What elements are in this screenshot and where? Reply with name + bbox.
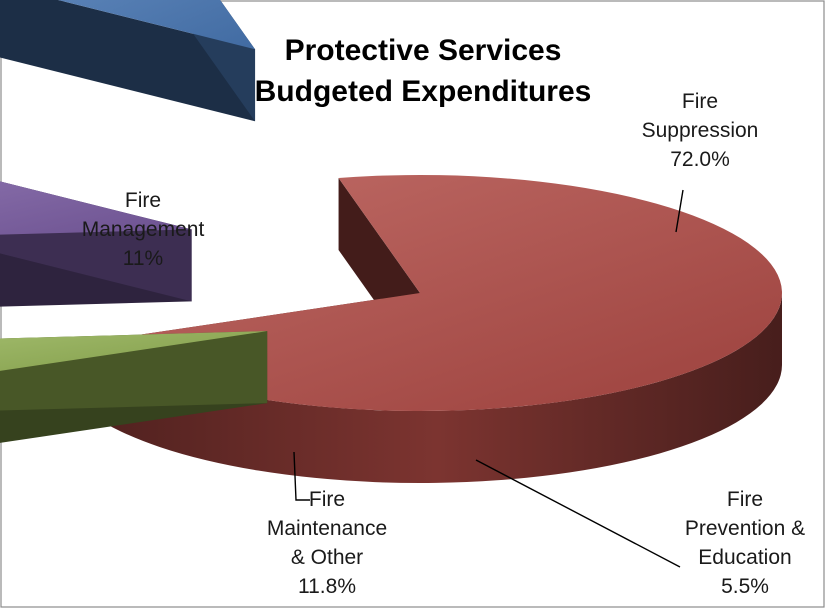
slice-labels: Fire Suppression 72.0% Fire Prevention & Educ… [82,90,805,598]
slice-label-1-line-1: Prevention & [685,517,805,540]
leader-lines [293,189,684,568]
slice-label-0-line-2: 72.0% [670,148,730,171]
chart-title-line-2: Budgeted Expenditures [255,75,592,108]
slice-label-0-line-0: Fire [682,90,718,113]
slice-top [58,0,256,50]
slice-label-2-line-3: 11.8% [298,575,356,598]
slice-label-2-line-1: Maintenance [267,517,387,540]
slice-label-2-line-0: Fire [309,488,345,511]
slice-label-1-line-0: Fire [727,488,763,511]
leader-line-2 [293,451,310,501]
slice-label-0-line-1: Suppression [642,119,759,142]
pie-slice-3 [0,0,256,122]
slice-label-1-line-2: Education [698,546,791,569]
pie-slice-2 [0,181,192,307]
slice-label-3-line-0: Fire [125,189,161,212]
slice-label-3-line-2: 11% [123,247,163,270]
pie-slices [0,0,783,484]
slice-top [0,181,192,235]
slice-cut-face [0,0,256,122]
slice-label-1-line-3: 5.5% [721,575,769,598]
leader-line-0 [675,189,684,233]
leader-line-1 [475,459,681,568]
chart-title-line-1: Protective Services [285,34,562,67]
slice-side [90,293,783,484]
pie-slice-1 [0,331,268,443]
slice-label-2-line-2: & Other [291,546,363,569]
slice-top [0,331,268,371]
slice-label-3-line-1: Management [82,218,205,241]
